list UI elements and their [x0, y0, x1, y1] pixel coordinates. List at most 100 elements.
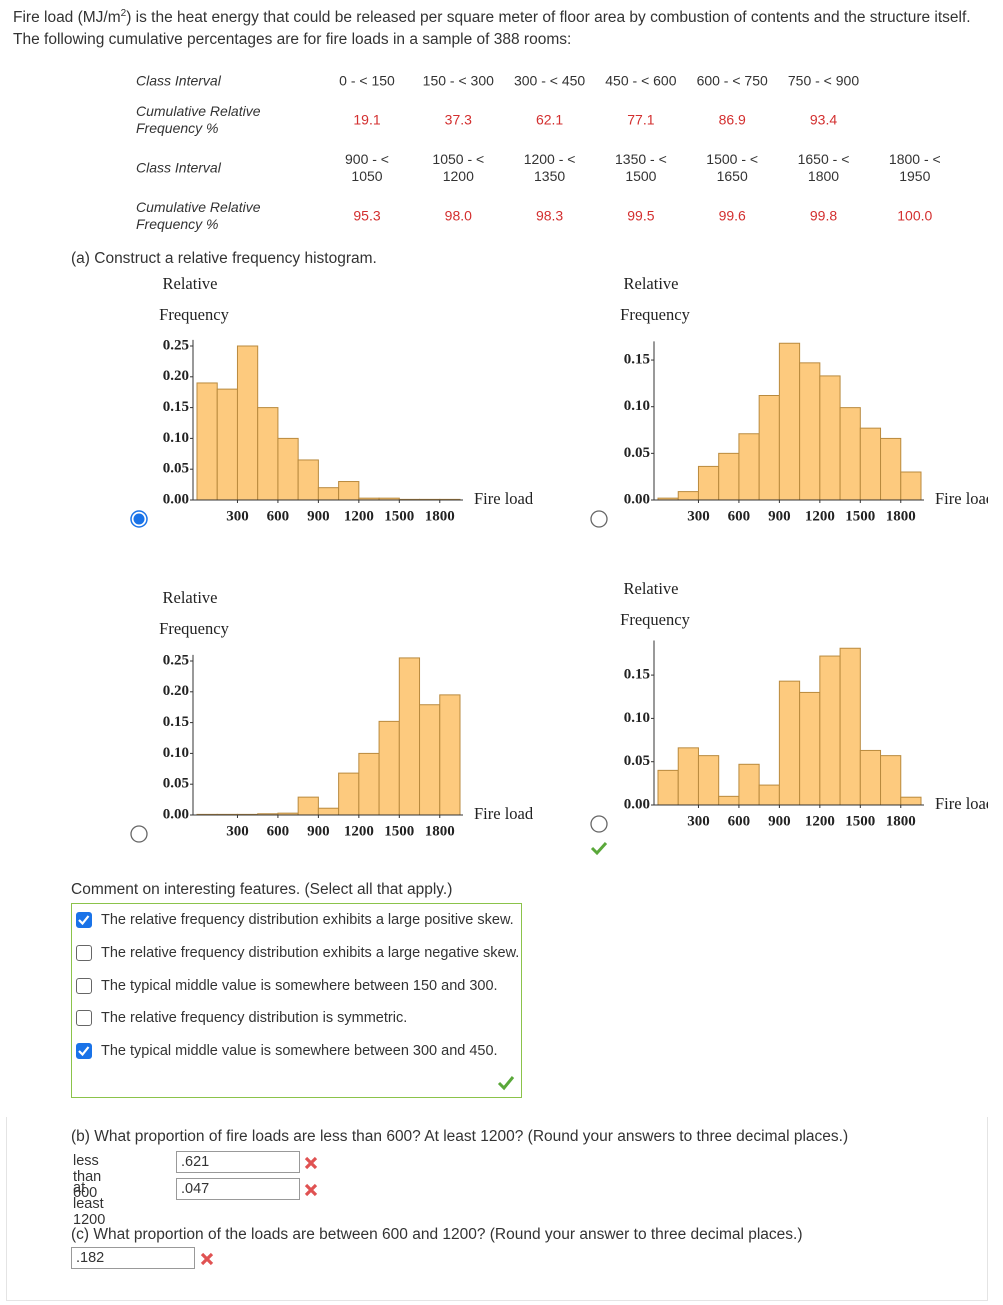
y-tick-label: 0.05 [624, 445, 650, 461]
option-text: The relative frequency distribution exhi… [101, 944, 520, 961]
bar [778, 680, 801, 806]
row-label: Cumulative Relative Frequency % [136, 199, 261, 232]
cumulative-frequency: 19.1 [353, 111, 381, 128]
x-tick-label: 1800 [425, 508, 455, 524]
class-interval: 750 - < 900 [787, 72, 860, 89]
bar [758, 784, 780, 806]
class-interval: 1350 - < 1500 [615, 151, 667, 184]
option-text: The typical middle value is somewhere be… [101, 977, 498, 994]
y-tick-label: 0.10 [624, 398, 650, 414]
cumulative-frequency: 99.6 [718, 207, 746, 224]
bar [718, 795, 740, 806]
cumulative-frequency: 86.9 [718, 111, 746, 128]
x-tick-label: 300 [226, 508, 249, 524]
bar [317, 487, 340, 501]
y-axis-label: Relative [624, 274, 679, 293]
y-tick-label: 0.25 [163, 652, 189, 668]
x-tick-label: 900 [307, 823, 330, 839]
x-axis-label: Fire load [474, 489, 534, 508]
bar [738, 433, 760, 501]
x-tick-label: 600 [728, 813, 751, 829]
class-interval: 1050 - < 1200 [432, 151, 485, 184]
class-interval: 1650 - < 1800 [797, 151, 850, 184]
wrong-icon [200, 1252, 214, 1266]
cumulative-frequency: 99.5 [627, 207, 655, 224]
field-label: less than 600 [73, 1153, 102, 1201]
y-tick-label: 0.15 [163, 714, 189, 730]
bar [880, 437, 902, 501]
part-a-prompt: (a) Construct a relative frequency histo… [71, 250, 377, 267]
check [78, 1046, 90, 1057]
radio-dot [133, 513, 145, 525]
cumulative-frequency: 98.3 [535, 207, 564, 224]
radio[interactable] [590, 510, 608, 528]
class-interval: 0 - < 150 [339, 72, 395, 89]
wrong-icon [304, 1156, 318, 1170]
answer-input[interactable]: .621 [176, 1151, 300, 1173]
bar [859, 427, 882, 501]
y-axis-label: Frequency [159, 305, 229, 324]
part-c-prompt: (c) What proportion of the loads are bet… [71, 1226, 803, 1243]
x-tick-label: 900 [307, 508, 330, 524]
class-interval: 150 - < 300 [422, 72, 494, 89]
x-axis-label: Fire load [935, 794, 988, 813]
row-label: Class Interval [136, 159, 221, 176]
option-text: The typical middle value is somewhere be… [101, 1043, 498, 1060]
features-box [71, 903, 522, 1098]
answer-input[interactable]: .182 [71, 1247, 195, 1269]
bar [819, 655, 841, 806]
x-tick-label: 1500 [845, 813, 875, 829]
intro-text: Fire load (MJ/m [13, 9, 121, 26]
class-interval: 900 - < 1050 [345, 151, 389, 184]
bar [758, 395, 780, 501]
bar [677, 491, 699, 501]
y-tick-label: 0.00 [624, 796, 650, 812]
class-interval: 1500 - < 1650 [706, 151, 759, 184]
checkbox[interactable] [76, 944, 92, 961]
bar [697, 755, 720, 806]
class-interval: 600 - < 750 [696, 72, 768, 89]
bar [439, 694, 461, 816]
y-tick-label: 0.05 [163, 461, 189, 477]
class-interval: 1200 - < 1350 [523, 151, 576, 184]
field-label: at least 1200 [73, 1180, 106, 1228]
bar [338, 772, 360, 816]
bar [216, 388, 238, 501]
checkbox[interactable] [76, 912, 92, 928]
x-tick-label: 1800 [886, 508, 916, 524]
x-tick-label: 1500 [384, 508, 414, 524]
radio[interactable] [130, 825, 148, 843]
x-tick-label: 900 [768, 813, 791, 829]
checkbox[interactable] [76, 977, 92, 994]
bar [677, 747, 699, 806]
checkbox[interactable] [76, 1010, 92, 1027]
bar [778, 342, 801, 501]
cumulative-frequency: 93.4 [809, 111, 838, 128]
x-tick-label: 1200 [344, 508, 374, 524]
bar [378, 720, 400, 816]
correct-icon [590, 841, 608, 856]
answer-input[interactable]: .047 [176, 1178, 300, 1200]
x-tick-label: 1200 [805, 508, 835, 524]
y-tick-label: 0.20 [163, 683, 189, 699]
cumulative-table: Class Interval Cumulative Relative Freque… [0, 0, 1003, 240]
y-axis-label: Frequency [620, 305, 690, 324]
bar [799, 362, 821, 501]
intro-text: ) is the heat energy that could be relea… [13, 9, 971, 48]
option-text: The relative frequency distribution is s… [101, 1010, 408, 1027]
y-tick-label: 0.10 [163, 745, 189, 761]
x-tick-label: 600 [728, 508, 751, 524]
part-b-prompt: (b) What proportion of fire loads are le… [71, 1128, 849, 1145]
x-tick-label: 1800 [886, 813, 916, 829]
y-axis-label: Frequency [620, 610, 690, 629]
bar [297, 459, 319, 501]
checkbox[interactable] [76, 1043, 92, 1060]
y-tick-label: 0.00 [624, 491, 650, 507]
y-tick-label: 0.10 [163, 430, 189, 446]
bar [900, 471, 922, 501]
bar [799, 691, 821, 806]
y-tick-label: 0.10 [624, 710, 650, 726]
radio[interactable] [590, 815, 608, 833]
wrong-mark [304, 1183, 318, 1197]
